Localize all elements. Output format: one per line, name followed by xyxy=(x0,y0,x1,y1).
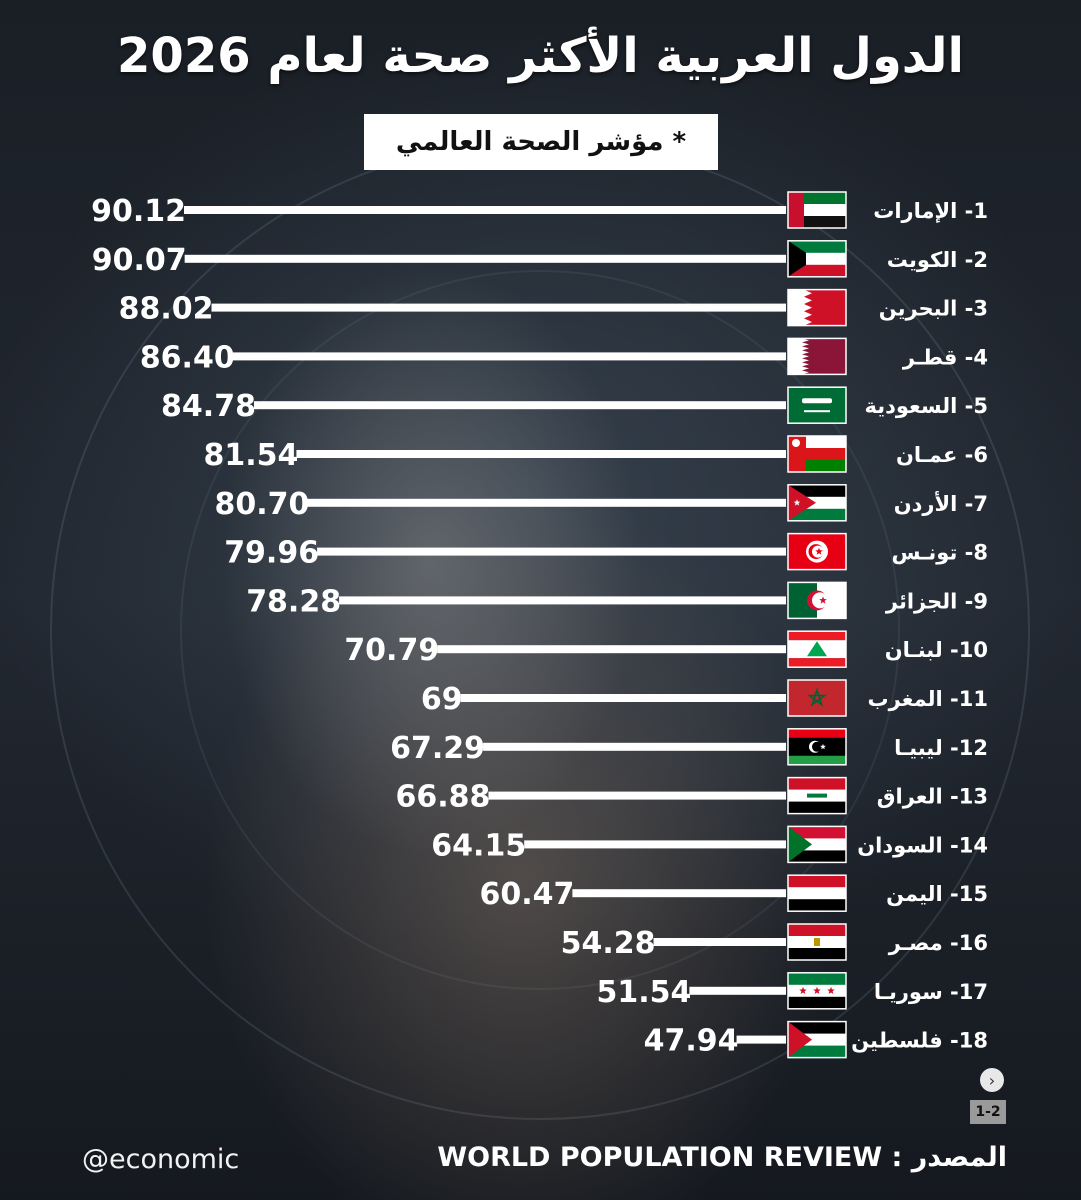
sudan-flag-icon xyxy=(787,825,847,864)
category-label: 10- لبنـان xyxy=(885,638,988,662)
palestine-flag-icon xyxy=(787,1020,847,1059)
category-label: 13- العراق xyxy=(877,785,988,809)
bar xyxy=(296,450,786,458)
bar-row: 90.12 1- الإمارات xyxy=(91,191,988,229)
value-label: 47.94 xyxy=(644,1024,739,1059)
value-label: 81.54 xyxy=(203,438,298,473)
oman-flag-icon xyxy=(787,435,847,473)
bar xyxy=(524,840,786,849)
value-label: 67.29 xyxy=(390,731,485,766)
bar xyxy=(232,352,786,361)
value-label: 84.78 xyxy=(161,389,256,424)
value-label: 51.54 xyxy=(596,975,691,1010)
bar xyxy=(572,889,786,898)
bar xyxy=(437,645,786,654)
lebanon-flag-icon xyxy=(787,630,847,668)
bar-row: 54.28 16- مصـر xyxy=(561,923,988,961)
bahrain-flag-icon xyxy=(787,288,847,327)
bar-row: 69 11- المغرب xyxy=(421,679,988,717)
decor-ring-inner xyxy=(180,270,900,990)
algeria-flag-icon xyxy=(787,581,847,620)
subtitle-box: * مؤشر الصحة العالمي xyxy=(364,114,718,170)
bar xyxy=(483,742,786,751)
bar-row: 90.07 2- الكويت xyxy=(92,240,988,278)
value-label: 60.47 xyxy=(480,877,575,912)
bar xyxy=(736,1035,786,1044)
value-label: 90.12 xyxy=(91,194,186,229)
iraq-flag-icon xyxy=(787,776,847,815)
bar xyxy=(488,791,786,800)
bar xyxy=(653,938,786,946)
bar xyxy=(689,986,786,995)
value-label: 79.96 xyxy=(224,536,319,571)
category-label: 18- فلسطين xyxy=(851,1029,988,1053)
handle-label: @economic xyxy=(82,1144,240,1175)
category-label: 14- السودان xyxy=(857,833,988,857)
saudi-flag-icon xyxy=(787,386,847,424)
category-label: 6- عمـان xyxy=(896,443,988,467)
value-label: 86.40 xyxy=(140,340,235,375)
category-label: 1- الإمارات xyxy=(873,199,988,223)
bar-row: 51.54 17- سوريـا xyxy=(596,972,988,1010)
category-label: 7- الأردن xyxy=(894,490,988,516)
bar xyxy=(211,303,786,312)
bar-row: 81.54 6- عمـان xyxy=(203,435,988,473)
bar-row: 84.78 5- السعودية xyxy=(161,386,988,424)
value-label: 54.28 xyxy=(561,926,656,961)
value-label: 90.07 xyxy=(92,243,187,278)
bar-row: 60.47 15- اليمن xyxy=(480,874,988,912)
libya-flag-icon xyxy=(787,728,847,766)
category-label: 8- تونـس xyxy=(892,541,988,565)
category-label: 16- مصـر xyxy=(888,931,988,955)
bar xyxy=(184,206,786,214)
value-label: 70.79 xyxy=(344,633,439,668)
bar-row: 88.02 3- البحرين xyxy=(119,288,988,327)
bar-row: 64.15 14- السودان xyxy=(431,825,988,864)
value-label: 64.15 xyxy=(431,828,526,863)
uae-flag-icon xyxy=(787,191,847,229)
value-label: 69 xyxy=(421,682,463,717)
bar-row: 67.29 12- ليبيـا xyxy=(390,728,988,766)
bar xyxy=(460,694,786,702)
page-indicator: 1-2 xyxy=(970,1100,1006,1124)
yemen-flag-icon xyxy=(787,874,847,912)
tunisia-flag-icon xyxy=(787,532,847,571)
category-label: 9- الجزائر xyxy=(885,589,988,613)
value-label: 66.88 xyxy=(396,780,491,815)
egypt-flag-icon xyxy=(787,923,847,961)
value-label: 78.28 xyxy=(246,584,341,619)
category-label: 15- اليمن xyxy=(886,882,988,906)
bar-row: 70.79 10- لبنـان xyxy=(344,630,988,668)
kuwait-flag-icon xyxy=(787,240,847,278)
jordan-flag-icon xyxy=(787,484,847,522)
category-label: 4- قطـر xyxy=(902,345,988,369)
bar-row: 66.88 13- العراق xyxy=(396,776,988,815)
category-label: 11- المغرب xyxy=(868,687,988,711)
value-label: 80.70 xyxy=(214,487,309,522)
category-label: 12- ليبيـا xyxy=(894,736,988,760)
bar-row: 86.40 4- قطـر xyxy=(140,337,988,376)
bar-row: 47.94 18- فلسطين xyxy=(644,1020,988,1059)
bar xyxy=(307,498,786,507)
bar xyxy=(339,596,786,605)
category-label: 2- الكويت xyxy=(887,248,988,272)
bar xyxy=(317,547,786,556)
category-label: 17- سوريـا xyxy=(874,980,988,1004)
value-label: 88.02 xyxy=(119,292,214,327)
syria-flag-icon xyxy=(787,972,847,1010)
category-label: 5- السعودية xyxy=(864,394,988,418)
bar-row: 80.70 7- الأردن xyxy=(214,484,988,522)
page-title: الدول العربية الأكثر صحة لعام 2026 xyxy=(117,28,964,84)
qatar-flag-icon xyxy=(787,337,847,376)
category-label: 3- البحرين xyxy=(879,297,988,321)
morocco-flag-icon xyxy=(787,679,847,717)
source-label: المصدر : WORLD POPULATION REVIEW xyxy=(437,1142,1007,1173)
bar xyxy=(253,401,787,410)
bar-row: 79.96 8- تونـس xyxy=(224,532,988,571)
bar-row: 78.28 9- الجزائر xyxy=(246,581,988,620)
chevron-right-icon[interactable]: › xyxy=(980,1068,1004,1092)
bar xyxy=(184,254,786,263)
